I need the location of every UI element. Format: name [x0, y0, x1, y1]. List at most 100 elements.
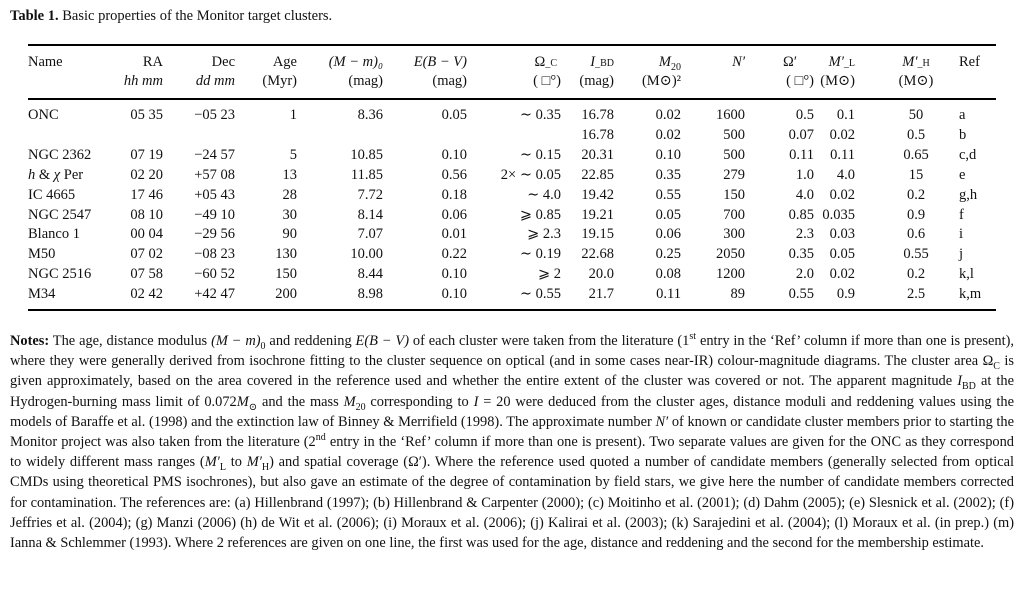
- header-unit-m20: (M⊙)²: [641, 73, 681, 89]
- cell-omega-prime: 4.0: [795, 186, 814, 203]
- cell-ref: b: [959, 126, 967, 143]
- cell-mass-low: 0.02: [829, 186, 855, 203]
- cell-age: 30: [282, 206, 298, 223]
- cell-distance-modulus: 8.14: [357, 206, 383, 223]
- cell-mass-low: 0.02: [829, 266, 855, 283]
- notes-label: Notes:: [10, 333, 50, 349]
- cell-mass-high: 50: [908, 107, 924, 123]
- cell-ibd: 19.15: [581, 226, 614, 243]
- cell-age: 90: [282, 226, 298, 243]
- cell-ibd: 16.78: [581, 126, 614, 143]
- notes-math: E(B − V): [355, 333, 410, 349]
- header-mass-low: M′_L: [828, 54, 855, 70]
- cell-reddening: 0.56: [441, 166, 467, 183]
- notes-math: N′: [655, 413, 669, 430]
- cell-n-members: 279: [723, 166, 745, 183]
- cell-ra: 17 46: [130, 186, 163, 203]
- notes-text: corresponding to: [365, 393, 474, 410]
- header-unit-omega-prime: ( □°): [786, 73, 814, 89]
- notes-math: (M − m): [211, 333, 261, 349]
- cell-age: 150: [275, 266, 297, 283]
- notes-text: of each cluster were taken from the lite…: [409, 333, 690, 349]
- cell-mass-low: 0.035: [822, 206, 855, 223]
- cell-cluster-area: ∼ 0.19: [519, 246, 561, 263]
- cell-cluster-area: ∼ 0.55: [519, 286, 561, 303]
- cell-reddening: 0.10: [441, 146, 467, 163]
- cell-mass-high: 0.9: [906, 206, 926, 223]
- notes-text: of known or candidate cluster members pr…: [10, 413, 1015, 451]
- cell-ibd: 19.21: [581, 206, 614, 223]
- header-unit-distance-modulus: (mag): [348, 73, 383, 89]
- cell-name: NGC 2516: [28, 266, 92, 283]
- cell-ref: a: [959, 107, 966, 123]
- notes-math: M: [343, 393, 356, 410]
- header-omega-prime: Ω′: [783, 54, 797, 70]
- cell-n-members: 500: [723, 126, 745, 143]
- cell-n-members: 700: [723, 206, 745, 223]
- cell-mass-high: 2.5: [906, 286, 926, 303]
- notes-superscript: nd: [315, 432, 326, 444]
- notes-subscript: BD: [961, 381, 976, 393]
- cell-reddening: 0.10: [441, 266, 467, 283]
- cell-ra: 08 10: [130, 206, 163, 223]
- cell-m20: 0.05: [655, 206, 681, 223]
- cell-ref: c,d: [959, 146, 977, 163]
- cell-dec: −24 57: [194, 146, 235, 163]
- cell-name: NGC 2362: [28, 146, 92, 163]
- cell-name: M34: [28, 286, 56, 303]
- cell-distance-modulus: 7.72: [357, 186, 383, 203]
- cell-ibd: 20.31: [581, 146, 614, 163]
- cell-cluster-area: ∼ 0.15: [519, 146, 561, 163]
- cell-m20: 0.35: [655, 166, 681, 183]
- notes-text: ) and spatial coverage (Ω′). Where the r…: [10, 454, 1014, 552]
- cell-age: 28: [282, 186, 298, 203]
- cell-distance-modulus: 8.98: [357, 286, 383, 303]
- cell-ibd: 20.0: [588, 266, 614, 283]
- cell-name: IC 4665: [28, 186, 76, 203]
- cell-cluster-area: ⩾ 2: [537, 266, 561, 283]
- cell-ibd: 19.42: [581, 186, 614, 203]
- cell-mass-low: 0.1: [836, 107, 855, 123]
- cell-reddening: 0.05: [441, 107, 467, 123]
- cell-m20: 0.02: [655, 107, 681, 123]
- header-n-members: N′: [732, 54, 745, 70]
- cell-ibd: 21.7: [588, 286, 614, 303]
- header-unit-dec: dd mm: [195, 73, 235, 89]
- header-age: Age: [272, 54, 297, 70]
- cell-m20: 0.55: [655, 186, 681, 203]
- header-ref: Ref: [959, 54, 980, 70]
- header-reddening: E(B − V): [413, 54, 467, 70]
- cell-m20: 0.25: [655, 246, 681, 263]
- cell-ra: 07 19: [130, 146, 163, 163]
- cell-m20: 0.10: [655, 146, 681, 163]
- cell-mass-low: 0.11: [830, 146, 855, 163]
- header-ra: RA: [142, 54, 163, 70]
- cell-age: 13: [282, 166, 298, 183]
- cell-omega-prime: 0.35: [788, 246, 814, 263]
- cell-m20: 0.08: [655, 266, 681, 283]
- cell-n-members: 1200: [716, 266, 745, 283]
- cell-ra: 07 02: [130, 246, 163, 263]
- header-distance-modulus: (M − m)₀: [328, 54, 383, 70]
- cell-omega-prime: 0.5: [795, 107, 814, 123]
- header-unit-mass-low: (M⊙): [820, 73, 855, 89]
- cell-omega-prime: 0.07: [788, 126, 814, 143]
- cell-dec: +42 47: [194, 286, 235, 303]
- header-rule: [28, 98, 996, 100]
- cell-ra: 07 58: [130, 266, 163, 283]
- notes-text: entry in the ‘Ref’ column if more than o…: [10, 333, 1014, 370]
- cell-mass-low: 0.03: [829, 226, 855, 243]
- cell-cluster-area: 2× ∼ 0.05: [500, 166, 561, 183]
- notes-text: and the mass: [257, 393, 344, 410]
- header-unit-mass-high: (M⊙): [898, 73, 934, 89]
- cell-reddening: 0.01: [441, 226, 467, 243]
- notes-text: and reddening: [265, 333, 356, 349]
- notes-subscript: 0: [260, 340, 266, 352]
- header-dec: Dec: [211, 54, 235, 70]
- cell-age: 200: [275, 286, 297, 303]
- cell-mass-low: 0.02: [829, 126, 855, 143]
- header-name: Name: [28, 54, 63, 70]
- cell-n-members: 1600: [716, 107, 745, 123]
- bottom-rule: [28, 309, 996, 311]
- cell-dec: −05 23: [194, 107, 235, 123]
